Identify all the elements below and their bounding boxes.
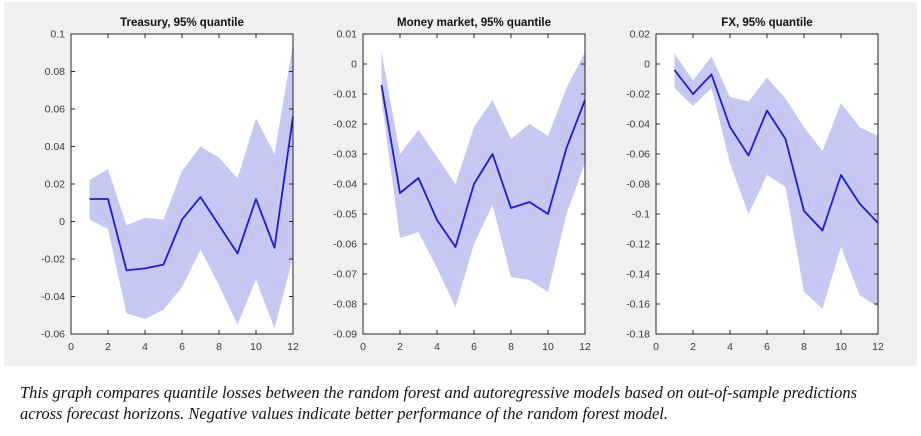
chart-title: FX, 95% quantile xyxy=(721,17,812,29)
matlab-figure: 0.1 0.08 0.06 0.04 0.02 0 -0.02 -0.04 -0.06 0 2 4 6 8… xyxy=(4,2,917,366)
x-tick-label: 0 xyxy=(68,341,74,353)
x-tick-label: 0 xyxy=(653,341,659,353)
x-tick-labels: 0 2 4 6 8 10 12 xyxy=(360,341,591,353)
y-tick-label: 0 xyxy=(644,59,650,71)
y-tick-label: -0.06 xyxy=(626,149,650,161)
y-tick-label: -0.18 xyxy=(626,329,650,341)
x-tick-label: 4 xyxy=(434,341,440,353)
y-tick-label: 0.08 xyxy=(45,66,66,78)
axis-ticks xyxy=(655,33,879,335)
x-tick-label: 10 xyxy=(542,341,554,353)
axis-ticks xyxy=(70,33,294,335)
figure-caption: This graph compares quantile losses betw… xyxy=(20,383,857,423)
confidence-band xyxy=(89,43,293,329)
y-tick-label: -0.02 xyxy=(626,89,650,101)
y-tick-label: -0.01 xyxy=(333,89,357,101)
y-tick-label: -0.03 xyxy=(333,149,357,161)
chart-fx: 0.02 0 -0.02 -0.04 -0.06 -0.08 -0.1 -0.12 -0.14 -… xyxy=(616,2,921,366)
y-tick-label: -0.12 xyxy=(626,239,650,251)
x-tick-label: 6 xyxy=(179,341,185,353)
y-tick-label: 0.04 xyxy=(45,141,66,153)
chart-money-market: 0.01 0 -0.01 -0.02 -0.03 -0.04 -0.05 -0.06 -0.07… xyxy=(310,2,616,366)
y-tick-label: -0.06 xyxy=(333,239,357,251)
x-tick-label: 6 xyxy=(471,341,477,353)
axis-ticks xyxy=(362,33,586,335)
quantile-loss-line xyxy=(380,84,586,248)
chart-title: Money market, 95% quantile xyxy=(397,17,551,29)
y-tick-labels: 0.01 0 -0.01 -0.02 -0.03 -0.04 -0.05 -0.06 -0.07… xyxy=(333,29,357,341)
x-tick-label: 12 xyxy=(287,341,299,353)
y-tick-label: 0.01 xyxy=(337,29,358,41)
y-tick-label: -0.04 xyxy=(333,179,357,191)
x-tick-label: 4 xyxy=(727,341,733,353)
chart-canvas: 0.10.080.060.040.020-0.02-0.04-0.060 2 4 6 8… xyxy=(41,17,299,353)
x-tick-label: 12 xyxy=(872,341,884,353)
y-tick-label: -0.16 xyxy=(626,299,650,311)
x-tick-label: 0 xyxy=(360,341,366,353)
x-tick-label: 4 xyxy=(142,341,148,353)
y-tick-label: -0.02 xyxy=(333,119,357,131)
quantile-loss-line xyxy=(89,116,294,272)
x-tick-label: 12 xyxy=(579,341,591,353)
y-tick-label: -0.08 xyxy=(626,179,650,191)
y-tick-label: -0.04 xyxy=(41,291,65,303)
y-tick-label: 0 xyxy=(59,216,65,228)
chart-treasury: 0.1 0.08 0.06 0.04 0.02 0 -0.02 -0.04 -0.06 0 2 4 6 8… xyxy=(4,2,310,366)
x-tick-label: 10 xyxy=(250,341,262,353)
y-tick-label: 0.1 xyxy=(50,29,65,41)
x-tick-labels: 0 2 4 6 8 10 12 xyxy=(68,341,299,353)
y-tick-label: -0.1 xyxy=(632,209,650,221)
x-tick-label: 6 xyxy=(764,341,770,353)
x-tick-label: 8 xyxy=(508,341,514,353)
y-tick-label: -0.04 xyxy=(626,119,650,131)
y-tick-label: 0.06 xyxy=(45,104,66,116)
y-tick-label: -0.06 xyxy=(41,329,65,341)
y-tick-label: -0.02 xyxy=(41,254,65,266)
caption-area: This graph compares quantile losses betw… xyxy=(0,372,921,424)
x-tick-label: 2 xyxy=(397,341,403,353)
x-tick-label: 10 xyxy=(835,341,847,353)
y-tick-label: 0.02 xyxy=(630,29,651,41)
y-tick-label: 0 xyxy=(351,59,357,71)
x-tick-label: 2 xyxy=(105,341,111,353)
y-tick-labels: 0.02 0 -0.02 -0.04 -0.06 -0.08 -0.1 -0.12 -0.14 -… xyxy=(626,29,650,341)
y-tick-label: 0.02 xyxy=(45,179,66,191)
y-tick-labels: 0.1 0.08 0.06 0.04 0.02 0 -0.02 -0.04 -0.06 xyxy=(41,29,65,341)
quantile-loss-line xyxy=(673,69,879,232)
y-tick-label: -0.09 xyxy=(333,329,357,341)
x-tick-label: 2 xyxy=(690,341,696,353)
y-tick-label: -0.08 xyxy=(333,299,357,311)
y-tick-label: -0.05 xyxy=(333,209,357,221)
x-tick-labels: 0 2 4 6 8 10 12 xyxy=(653,341,884,353)
confidence-band xyxy=(381,52,585,307)
y-tick-label: -0.14 xyxy=(626,269,650,281)
chart-canvas: 0.01 0 -0.01 -0.02 -0.03 -0.04 -0.05 -0.06 -0.07… xyxy=(333,17,591,353)
chart-title: Treasury, 95% quantile xyxy=(120,17,244,29)
confidence-band xyxy=(674,53,878,309)
chart-canvas: 0.02 0 -0.02 -0.04 -0.06 -0.08 -0.1 -0.12 -0.14 -… xyxy=(626,17,884,353)
x-tick-label: 8 xyxy=(216,341,222,353)
y-tick-label: -0.07 xyxy=(333,269,357,281)
x-tick-label: 8 xyxy=(801,341,807,353)
